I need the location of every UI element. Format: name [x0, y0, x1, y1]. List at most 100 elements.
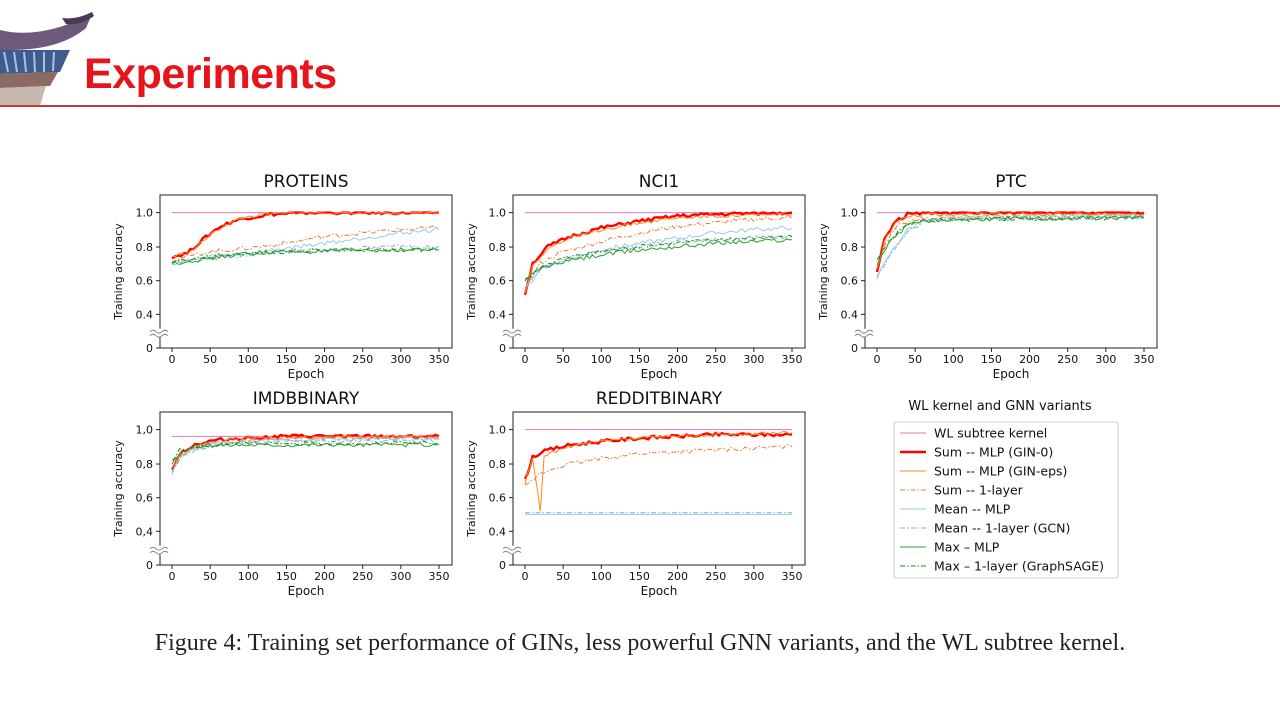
plot-frame	[159, 411, 453, 566]
series-line-sum_eps	[524, 431, 793, 512]
x-tick-label: 50	[203, 570, 217, 583]
series-line-max_sage	[524, 234, 793, 282]
x-tick-label: 0	[169, 570, 176, 583]
chart-redditbinary: REDDITBINARY 0 0.4 0.6 0.8 1.0 0 50 100 150 200 250…	[465, 389, 806, 598]
series-line-sum_1layer	[524, 216, 793, 291]
chart-proteins: PROTEINS 0 0.4 0.6 0.8 1.0 0 50 100 150 200 250 300 3…	[112, 172, 453, 381]
axis-break-mark	[149, 546, 169, 555]
x-tick-label: 200	[667, 570, 688, 583]
chart-imdbbinary: IMDBBINARY 0 0,4 0,6 0,8 1,0 0 50 100 150 200 250 30…	[112, 389, 453, 598]
y-tick-label: 1.0	[489, 207, 507, 220]
y-tick-label: 0.4	[841, 308, 859, 321]
slide-title: Experiments	[84, 50, 337, 98]
y-axis-label: Training accuracy	[112, 440, 125, 538]
y-tick-label: 1.0	[841, 207, 859, 220]
x-tick-label: 300	[743, 353, 764, 366]
x-tick-label: 350	[429, 570, 450, 583]
series-line-mean_gcn	[171, 244, 440, 266]
plot-frame	[159, 194, 453, 349]
x-tick-label: 300	[390, 353, 411, 366]
x-tick-label: 100	[591, 570, 612, 583]
y-tick-label: 1,0	[136, 424, 154, 437]
chart-title: PTC	[995, 172, 1027, 192]
x-tick-label: 0	[522, 353, 529, 366]
axis-break-mark	[502, 329, 522, 338]
series-line-sum_mlp	[875, 211, 1145, 273]
x-tick-label: 50	[908, 353, 922, 366]
x-tick-label: 100	[591, 353, 612, 366]
series-line-max_mlp	[171, 247, 440, 265]
series-line-max_sage	[171, 440, 440, 461]
series-line-mean_mlp	[171, 227, 440, 266]
series-line-sum_mlp	[523, 431, 793, 480]
x-tick-label: 150	[276, 570, 297, 583]
series-line-mean_mlp	[524, 226, 793, 288]
x-tick-label: 0	[169, 353, 176, 366]
legend-label-mean_mlp: Mean -- MLP	[934, 502, 1011, 517]
y-tick-label: 0.4	[136, 308, 154, 321]
x-tick-label: 350	[782, 570, 803, 583]
legend-label-max_mlp: Max – MLP	[934, 540, 1000, 555]
legend-label-sum_1layer: Sum -- 1-layer	[934, 483, 1024, 498]
series-line-sum_eps	[524, 212, 793, 294]
series-line-sum_1layer	[171, 225, 440, 263]
x-tick-label: 0	[874, 353, 881, 366]
y-tick-label: 0.4	[489, 308, 507, 321]
x-tick-label: 300	[743, 570, 764, 583]
series-line-sum_eps	[876, 212, 1145, 269]
legend-label-wl: WL subtree kernel	[934, 426, 1047, 441]
x-tick-label: 250	[352, 570, 373, 583]
x-tick-label: 350	[1134, 353, 1155, 366]
chart-title: PROTEINS	[263, 172, 348, 192]
x-axis-label: Epoch	[288, 367, 325, 381]
series-line-max_mlp	[171, 442, 440, 465]
axis-break-mark	[149, 329, 169, 338]
series-line-sum_eps	[171, 434, 440, 472]
x-axis-label: Epoch	[641, 367, 678, 381]
x-tick-label: 250	[352, 353, 373, 366]
legend-label-sum_mlp: Sum -- MLP (GIN-0)	[934, 445, 1053, 460]
series-line-sum_1layer	[524, 444, 793, 486]
x-tick-label: 150	[629, 353, 650, 366]
legend-label-max_sage: Max – 1-layer (GraphSAGE)	[934, 559, 1104, 574]
y-axis-label: Training accuracy	[465, 223, 478, 321]
series-line-mean_mlp	[171, 435, 439, 475]
legend-title: WL kernel and GNN variants	[908, 399, 1092, 414]
series-line-mean_gcn	[876, 215, 1145, 278]
y-tick-label: 0	[851, 342, 858, 355]
y-tick-label: 0	[499, 559, 506, 572]
plot-frame	[512, 194, 806, 349]
legend-label-sum_eps: Sum -- MLP (GIN-eps)	[934, 464, 1067, 479]
plot-frame	[512, 411, 806, 566]
chart-ptc: PTC 0 0.4 0.6 0.8 1.0 0 50 100 150 200 250 300 350 Epo…	[817, 172, 1158, 381]
x-tick-label: 300	[390, 570, 411, 583]
series-line-mean_mlp	[876, 213, 1145, 280]
x-axis-label: Epoch	[993, 367, 1030, 381]
legend-label-mean_gcn: Mean -- 1-layer (GCN)	[934, 521, 1070, 536]
y-tick-label: 0	[499, 342, 506, 355]
y-tick-label: 0.4	[489, 525, 507, 538]
figure-caption: Figure 4: Training set performance of GI…	[154, 630, 1126, 656]
y-tick-label: 0,8	[136, 458, 154, 471]
x-tick-label: 50	[556, 570, 570, 583]
x-tick-label: 200	[314, 353, 335, 366]
x-tick-label: 0	[522, 570, 529, 583]
x-tick-label: 150	[981, 353, 1002, 366]
y-tick-label: 0.6	[489, 275, 507, 288]
x-tick-label: 100	[943, 353, 964, 366]
series-line-max_mlp	[876, 215, 1145, 266]
x-tick-label: 350	[429, 353, 450, 366]
y-tick-label: 0,6	[136, 492, 154, 505]
x-tick-label: 200	[1019, 353, 1040, 366]
x-tick-label: 150	[629, 570, 650, 583]
x-tick-label: 100	[238, 570, 259, 583]
x-axis-label: Epoch	[641, 584, 678, 598]
chart-title: REDDITBINARY	[596, 389, 723, 409]
x-tick-label: 300	[1095, 353, 1116, 366]
series-line-sum_mlp	[170, 433, 440, 471]
axis-break-mark	[502, 546, 522, 555]
y-axis-label: Training accuracy	[817, 223, 830, 321]
x-tick-label: 200	[667, 353, 688, 366]
legend-box	[893, 421, 1119, 579]
